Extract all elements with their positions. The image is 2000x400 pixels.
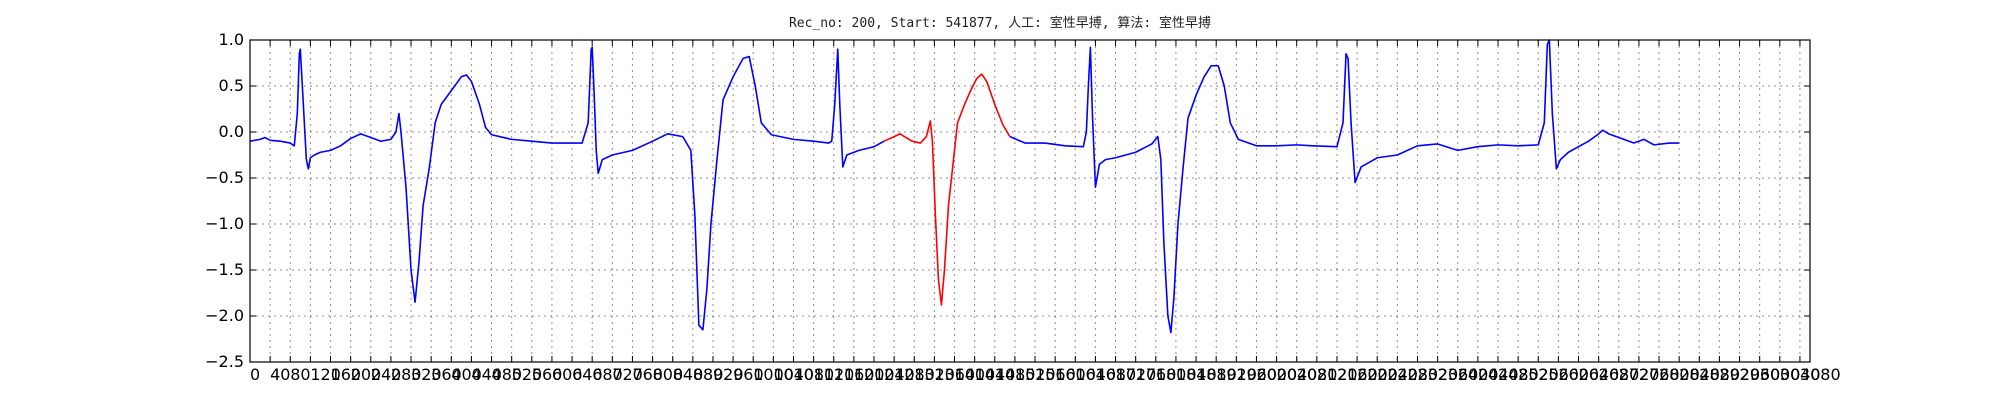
x-tick-label: 320 bbox=[411, 365, 442, 384]
x-tick-label: 440 bbox=[471, 365, 502, 384]
x-tick-label: 2880 bbox=[1699, 365, 1740, 384]
x-tick-label: 1040 bbox=[773, 365, 814, 384]
x-tick-label: 2280 bbox=[1397, 365, 1438, 384]
x-tick-label: 840 bbox=[673, 365, 704, 384]
x-tick-label: 2760 bbox=[1639, 365, 1680, 384]
x-tick-label: 1520 bbox=[1015, 365, 1056, 384]
x-tick-label: 1120 bbox=[814, 365, 855, 384]
x-tick-label: 360 bbox=[431, 365, 462, 384]
x-tick-label: 1200 bbox=[854, 365, 895, 384]
grid bbox=[249, 39, 1810, 363]
y-tick-label: −1.5 bbox=[205, 260, 244, 279]
x-tick-label: 1080 bbox=[793, 365, 834, 384]
x-tick-label: 1680 bbox=[1095, 365, 1136, 384]
x-tick-label: 3080 bbox=[1800, 365, 1841, 384]
x-tick-label: 2840 bbox=[1679, 365, 1720, 384]
x-tick-label: 1920 bbox=[1216, 365, 1257, 384]
x-tick-label: 2000 bbox=[1256, 365, 1297, 384]
y-tick-label: −2.0 bbox=[205, 306, 244, 325]
x-tick-label: 1360 bbox=[934, 365, 975, 384]
x-tick-label: 3040 bbox=[1780, 365, 1821, 384]
x-tick-label: 880 bbox=[693, 365, 724, 384]
axes: −2.5−2.0−1.5−1.0−0.50.00.51.00 40 80 120160… bbox=[205, 30, 1841, 384]
x-tick-label: 640 bbox=[572, 365, 603, 384]
x-tick-label: 1960 bbox=[1236, 365, 1277, 384]
x-tick-label: 1480 bbox=[995, 365, 1036, 384]
x-tick-label: 1280 bbox=[894, 365, 935, 384]
x-tick-label: 160 bbox=[331, 365, 362, 384]
y-tick-label: −2.5 bbox=[205, 352, 244, 371]
x-tick-label: 680 bbox=[592, 365, 623, 384]
x-tick-label: 400 bbox=[451, 365, 482, 384]
x-tick-label: 2040 bbox=[1277, 365, 1318, 384]
x-tick-label: 2360 bbox=[1438, 365, 1479, 384]
x-tick-label: 1760 bbox=[1136, 365, 1177, 384]
x-tick-label: 1720 bbox=[1116, 365, 1157, 384]
x-tick-label: 480 bbox=[492, 365, 523, 384]
x-tick-label: 600 bbox=[552, 365, 583, 384]
x-tick-label: 1240 bbox=[874, 365, 915, 384]
x-tick-label: 800 bbox=[653, 365, 684, 384]
x-tick-label: 560 bbox=[532, 365, 563, 384]
y-tick-label: 0.0 bbox=[219, 122, 244, 141]
x-tick-label: 1880 bbox=[1196, 365, 1237, 384]
x-tick-label: 960 bbox=[733, 365, 764, 384]
x-tick-label: 1840 bbox=[1176, 365, 1217, 384]
x-tick-label: 2640 bbox=[1579, 365, 1620, 384]
y-tick-label: 0.5 bbox=[219, 76, 244, 95]
x-tick-label: 2800 bbox=[1659, 365, 1700, 384]
x-tick-label: 920 bbox=[713, 365, 744, 384]
series-layer bbox=[249, 39, 1680, 334]
x-tick-label: 1400 bbox=[955, 365, 996, 384]
x-tick-label: 2920 bbox=[1719, 365, 1760, 384]
x-tick-label: 120 bbox=[310, 365, 341, 384]
chart-title: Rec_no: 200, Start: 541877, 人工: 室性早搏, 算法… bbox=[789, 15, 1211, 31]
x-tick-label: 1320 bbox=[914, 365, 955, 384]
y-tick-label: 1.0 bbox=[219, 30, 244, 49]
x-tick-label: 2480 bbox=[1498, 365, 1539, 384]
x-tick-label: 0 bbox=[250, 365, 260, 384]
ecg-trace-3 bbox=[1009, 39, 1680, 334]
x-tick-label: 1560 bbox=[1035, 365, 1076, 384]
x-tick-label: 1440 bbox=[975, 365, 1016, 384]
x-tick-label: 240 bbox=[371, 365, 402, 384]
plot-frame bbox=[249, 39, 1811, 363]
x-tick-label: 2400 bbox=[1458, 365, 1499, 384]
x-tick-label: 2160 bbox=[1337, 365, 1378, 384]
x-tick-label: 80 bbox=[290, 365, 310, 384]
x-tick-label: 3000 bbox=[1760, 365, 1801, 384]
x-tick-label: 1640 bbox=[1075, 365, 1116, 384]
x-tick-label: 2520 bbox=[1518, 365, 1559, 384]
x-tick-label: 2080 bbox=[1297, 365, 1338, 384]
x-tick-label: 2960 bbox=[1740, 365, 1781, 384]
x-tick-label: 2240 bbox=[1377, 365, 1418, 384]
x-tick-label: 2720 bbox=[1619, 365, 1660, 384]
x-tick-label: 1800 bbox=[1156, 365, 1197, 384]
x-tick-label: 2560 bbox=[1538, 365, 1579, 384]
x-tick-label: 760 bbox=[632, 365, 663, 384]
x-tick-label: 2120 bbox=[1317, 365, 1358, 384]
ecg-trace-1 bbox=[249, 46, 885, 331]
x-tick-label: 1000 bbox=[753, 365, 794, 384]
ecg-trace-2 bbox=[883, 73, 1011, 306]
x-tick-label: 2320 bbox=[1417, 365, 1458, 384]
x-tick-label: 40 bbox=[270, 365, 290, 384]
x-tick-label: 520 bbox=[512, 365, 543, 384]
x-tick-label: 2200 bbox=[1357, 365, 1398, 384]
y-tick-label: −0.5 bbox=[205, 168, 244, 187]
x-tick-label: 1600 bbox=[1055, 365, 1096, 384]
x-tick-label: 2600 bbox=[1558, 365, 1599, 384]
x-tick-label: 280 bbox=[391, 365, 422, 384]
x-tick-label: 2680 bbox=[1599, 365, 1640, 384]
y-tick-label: −1.0 bbox=[205, 214, 244, 233]
x-tick-label: 200 bbox=[351, 365, 382, 384]
x-tick-label: 2440 bbox=[1478, 365, 1519, 384]
x-tick-label: 1160 bbox=[834, 365, 875, 384]
x-tick-label: 720 bbox=[612, 365, 643, 384]
